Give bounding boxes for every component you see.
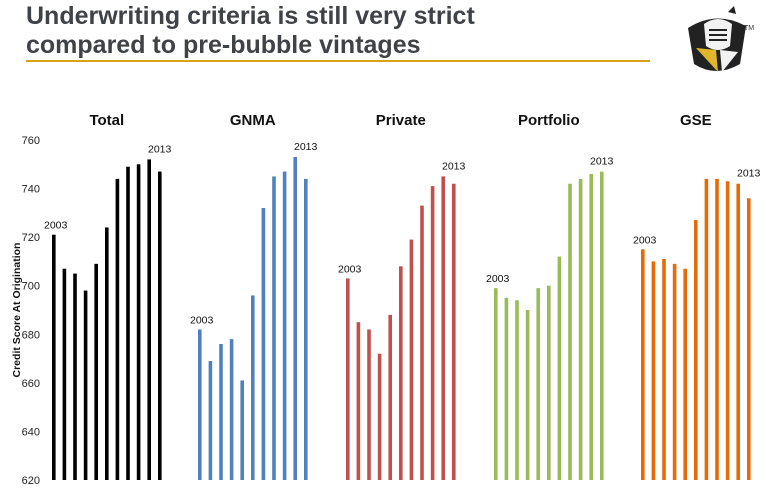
- logo-trademark: TM: [744, 25, 754, 32]
- bar-private-2007: [388, 314, 392, 480]
- bar-private-2013: [452, 183, 456, 480]
- bar-gnma-2011: [282, 171, 287, 481]
- slide-title-line-1: Underwriting criteria is still very stri…: [26, 2, 475, 30]
- title-underline: [26, 60, 650, 62]
- bar-total-2005: [73, 273, 77, 480]
- bar-gnma-2012: [293, 157, 297, 480]
- y-tick-label: 720: [22, 232, 40, 244]
- y-tick-label: 680: [22, 329, 40, 341]
- bar-gse-2010: [715, 178, 719, 480]
- bar-private-2012: [441, 176, 445, 480]
- bar-portfolio-2012: [589, 174, 593, 480]
- slide-title-line-2: compared to pre-bubble vintages: [26, 31, 421, 59]
- bar-private-2008: [399, 266, 403, 480]
- bar-portfolio-2013: [600, 171, 604, 481]
- y-tick-label: 700: [22, 281, 40, 293]
- bar-gnma-2003: [198, 329, 202, 480]
- bar-gnma-2013: [304, 178, 308, 480]
- bar-gnma-2007: [240, 380, 244, 480]
- bar-gnma-2008: [251, 295, 255, 480]
- bar-gnma-2010: [272, 176, 276, 480]
- bar-total-2004: [62, 268, 67, 480]
- last-year-label-gse: 2013: [737, 168, 761, 180]
- bar-gse-2012: [736, 183, 740, 480]
- y-tick-label: 620: [22, 475, 40, 487]
- knight-logo-icon: TM: [688, 6, 754, 72]
- panel-title-portfolio: Portfolio: [518, 112, 580, 129]
- bar-portfolio-2007: [536, 288, 540, 480]
- slide-title: Underwriting criteria is still very stri…: [26, 2, 475, 60]
- bar-gnma-2004: [208, 361, 213, 480]
- bar-portfolio-2011: [578, 178, 583, 480]
- bar-total-2009: [115, 178, 120, 480]
- y-tick-label: 740: [22, 184, 40, 196]
- bar-portfolio-2009: [557, 256, 562, 480]
- bar-portfolio-2003: [494, 288, 498, 480]
- bar-private-2006: [377, 353, 382, 480]
- bar-private-2004: [356, 322, 361, 480]
- bar-total-2008: [105, 227, 109, 480]
- y-axis-label: Credit Score At Origination: [11, 243, 23, 378]
- last-year-label-private: 2013: [442, 160, 466, 172]
- bar-gse-2007: [683, 268, 687, 480]
- first-year-label-gnma: 2003: [190, 314, 214, 326]
- bar-private-2009: [409, 239, 414, 480]
- last-year-label-portfolio: 2013: [590, 156, 614, 168]
- bar-total-2011: [136, 164, 141, 481]
- bar-total-2013: [158, 171, 162, 481]
- bar-portfolio-2010: [568, 183, 572, 480]
- last-year-label-gnma: 2013: [294, 141, 318, 153]
- bar-total-2012: [147, 159, 151, 480]
- bar-private-2010: [420, 205, 424, 481]
- bar-gnma-2005: [219, 344, 223, 480]
- first-year-label-private: 2003: [338, 263, 362, 275]
- bar-gse-2013: [747, 198, 751, 481]
- first-year-label-total: 2003: [44, 220, 68, 232]
- y-tick-label: 660: [22, 378, 40, 390]
- bar-gse-2004: [651, 261, 656, 480]
- panel-title-total: Total: [89, 112, 124, 129]
- bar-portfolio-2008: [547, 285, 551, 480]
- bar-gnma-2006: [229, 339, 234, 480]
- panel-title-gnma: GNMA: [230, 112, 276, 129]
- bar-total-2010: [126, 166, 130, 480]
- bar-total-2007: [94, 263, 98, 480]
- panel-title-gse: GSE: [680, 112, 712, 129]
- bar-gnma-2009: [261, 208, 266, 480]
- bar-gse-2011: [725, 181, 730, 481]
- bar-gse-2009: [704, 178, 709, 480]
- bar-portfolio-2006: [525, 310, 530, 480]
- bar-private-2011: [430, 186, 435, 480]
- bar-gse-2005: [662, 259, 666, 480]
- first-year-label-gse: 2003: [633, 234, 657, 246]
- bar-private-2005: [367, 329, 371, 480]
- y-tick-label: 640: [22, 426, 40, 438]
- bar-total-2006: [83, 290, 88, 480]
- bar-portfolio-2005: [515, 300, 519, 480]
- y-tick-label: 760: [22, 135, 40, 147]
- last-year-label-total: 2013: [148, 143, 172, 155]
- bar-private-2003: [346, 278, 350, 480]
- bar-gse-2006: [672, 263, 677, 480]
- bar-portfolio-2004: [504, 297, 509, 480]
- first-year-label-portfolio: 2003: [486, 273, 510, 285]
- bar-gse-2008: [694, 220, 698, 480]
- panel-title-private: Private: [376, 112, 426, 129]
- bar-total-2003: [52, 234, 56, 480]
- bar-gse-2003: [641, 249, 645, 480]
